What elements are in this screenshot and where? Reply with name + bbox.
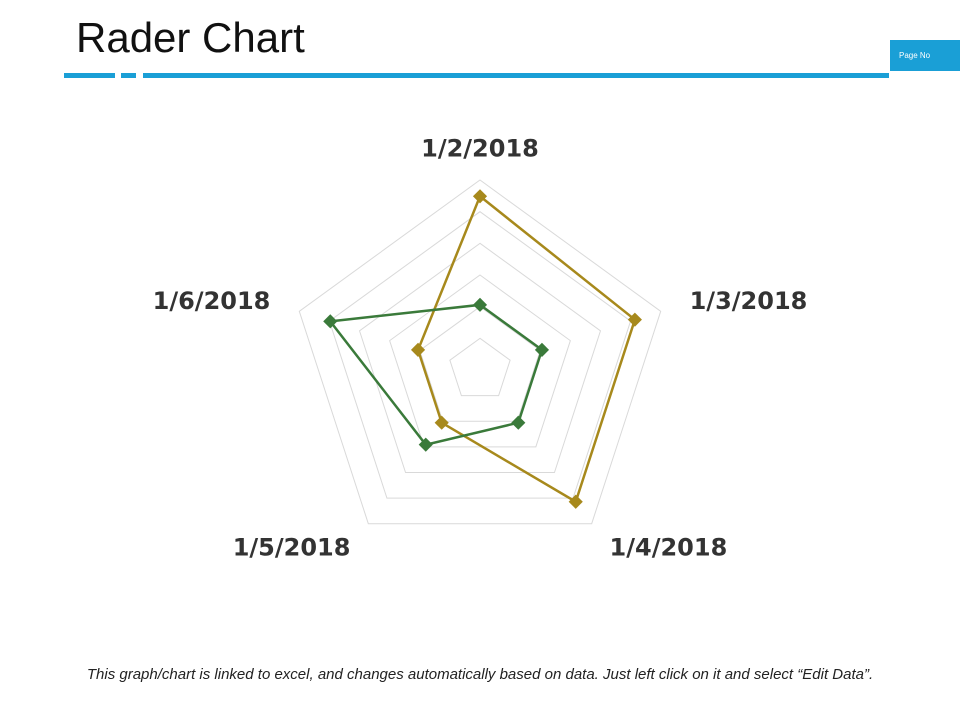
radar-grid-ring — [449, 337, 511, 397]
radar-grid-ring — [298, 179, 662, 525]
radar-axis-label: 1/6/2018 — [153, 287, 271, 315]
radar-axis-label: 1/5/2018 — [233, 533, 351, 561]
radar-axis-label: 1/4/2018 — [610, 533, 728, 561]
series-1-point-1[interactable] — [472, 189, 488, 204]
radar-grid-ring — [328, 211, 632, 499]
series-2-point-3[interactable] — [511, 415, 526, 430]
page-number-badge: Page No — [890, 40, 960, 71]
radar-series-layer — [323, 189, 642, 509]
radar-grid-ring — [419, 306, 541, 422]
footnote-text: This graph/chart is linked to excel, and… — [86, 666, 874, 683]
series-line-2[interactable] — [327, 303, 544, 447]
title-underline-segment — [121, 73, 136, 78]
series-2-point-5[interactable] — [323, 314, 338, 329]
series-1-point-5[interactable] — [410, 342, 426, 357]
series-2-point-1[interactable] — [472, 297, 488, 312]
title-underline-segment — [64, 73, 115, 78]
series-1-point-3[interactable] — [568, 494, 583, 509]
slide-title: Rader Chart — [76, 14, 305, 61]
radar-axis-label: 1/3/2018 — [690, 287, 808, 315]
series-1-point-4[interactable] — [434, 415, 449, 430]
radar-axis-label: 1/2/2018 — [421, 135, 539, 163]
series-line-1[interactable] — [416, 194, 637, 504]
radar-grid-ring — [389, 274, 571, 448]
radar-chart[interactable]: 1/2/2018 1/3/2018 1/4/2018 1/5/2018 1/6/2018 — [0, 0, 960, 660]
series-2-point-4[interactable] — [418, 437, 433, 452]
series-1-point-2[interactable] — [627, 312, 642, 327]
radar-axis-labels: 1/2/2018 1/3/2018 1/4/2018 1/5/2018 1/6/2018 — [153, 135, 808, 562]
title-underline — [143, 73, 889, 78]
series-2-point-2[interactable] — [534, 342, 550, 357]
